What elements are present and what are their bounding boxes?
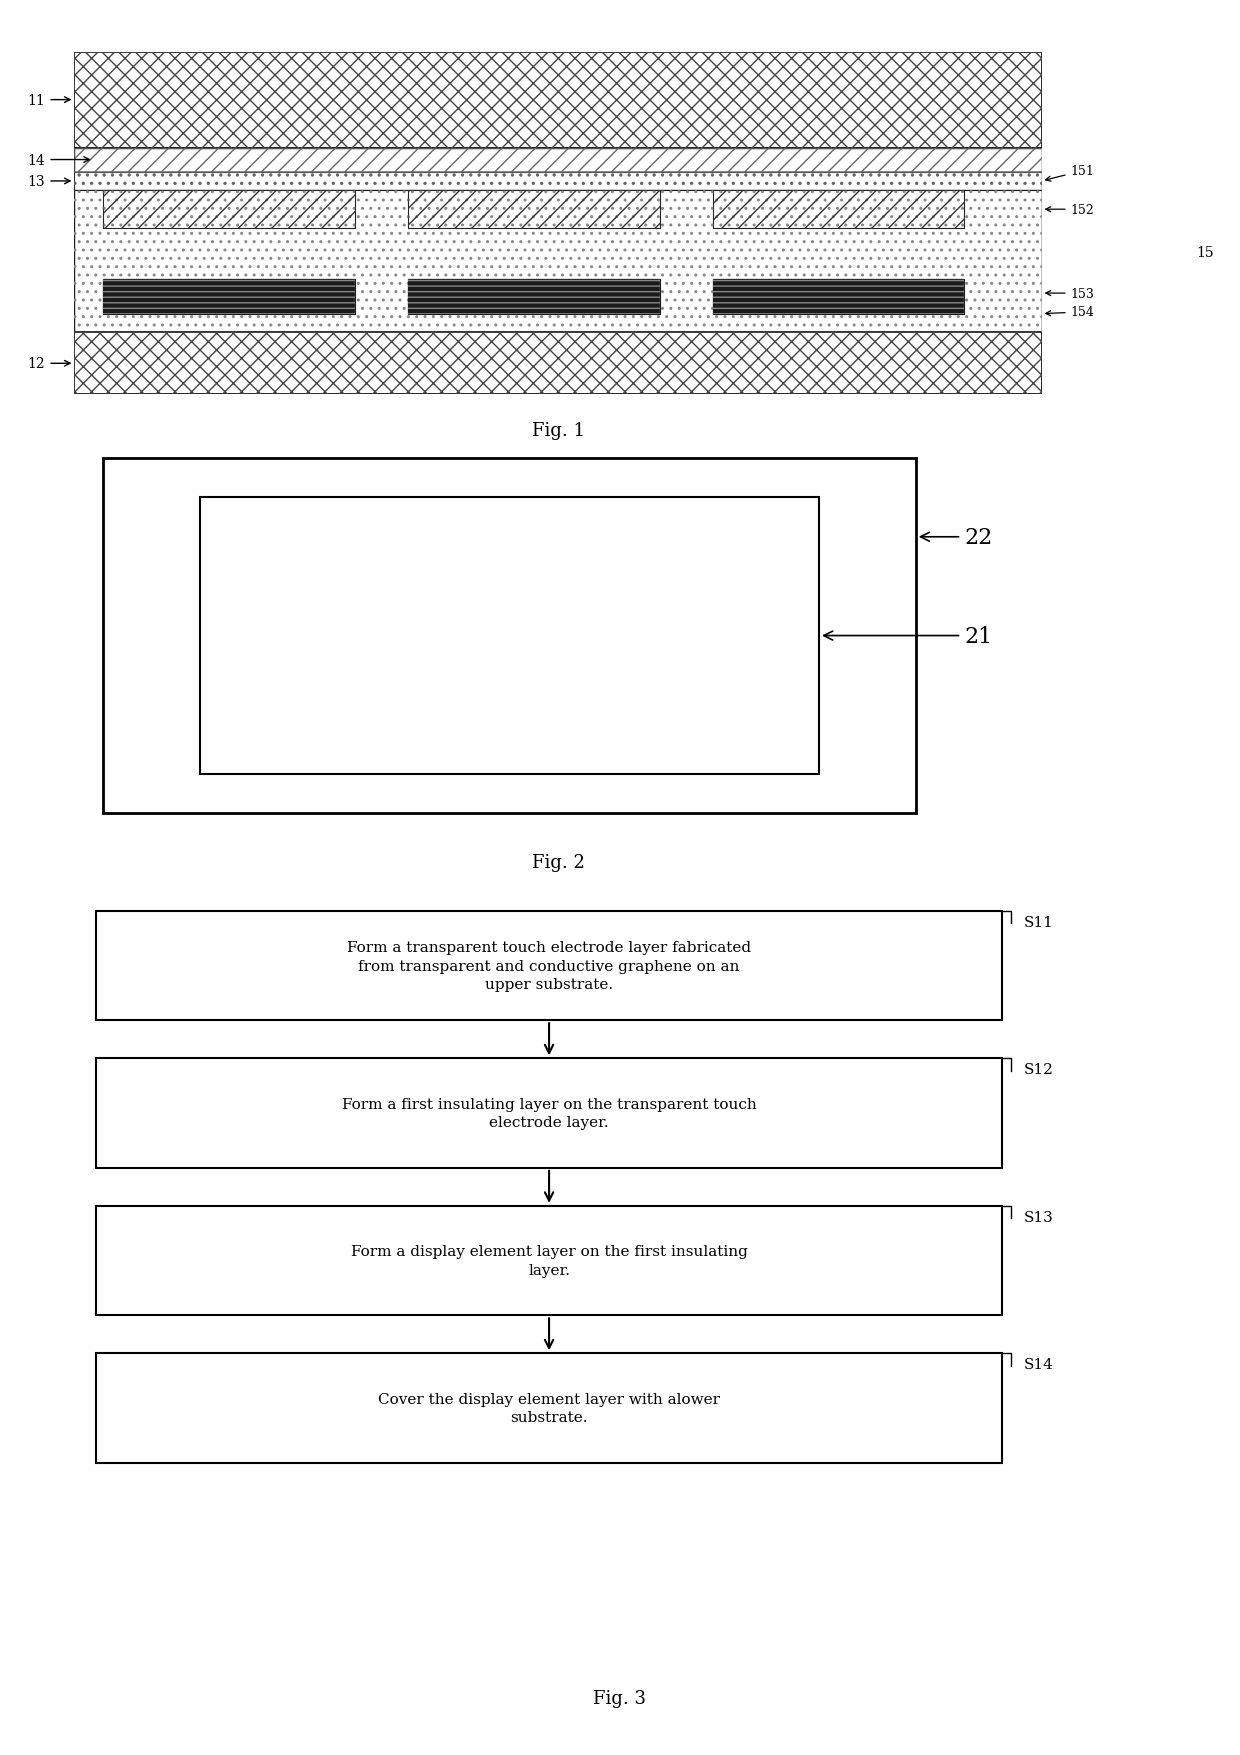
Bar	[103, 191, 355, 228]
Bar	[713, 191, 965, 228]
Text: Fig. 2: Fig. 2	[532, 853, 584, 872]
Bar	[74, 333, 1042, 395]
Bar	[74, 149, 1042, 172]
Text: 153: 153	[1045, 288, 1095, 300]
Text: Form a display element layer on the first insulating
layer.: Form a display element layer on the firs…	[351, 1244, 748, 1278]
Bar	[74, 149, 1042, 172]
Bar	[103, 458, 916, 814]
Text: 151: 151	[1045, 165, 1095, 183]
Bar	[713, 281, 965, 314]
Bar	[408, 281, 660, 314]
Text: Fig. 3: Fig. 3	[594, 1690, 646, 1708]
Text: S14: S14	[1024, 1358, 1054, 1372]
Bar	[74, 333, 1042, 395]
Bar	[103, 281, 355, 314]
Bar	[408, 191, 660, 228]
Bar	[103, 281, 355, 314]
Text: Fig. 1: Fig. 1	[532, 423, 584, 441]
Text: 13: 13	[27, 176, 71, 190]
Bar	[74, 53, 1042, 149]
Text: S12: S12	[1024, 1064, 1054, 1078]
Text: 152: 152	[1045, 204, 1095, 216]
Text: 22: 22	[920, 526, 992, 549]
Bar	[97, 1353, 1002, 1464]
Text: S13: S13	[1024, 1211, 1054, 1225]
Text: 15: 15	[1197, 246, 1214, 260]
Bar	[103, 191, 355, 228]
Text: Form a first insulating layer on the transparent touch
electrode layer.: Form a first insulating layer on the tra…	[342, 1097, 756, 1130]
Bar	[408, 281, 660, 314]
Bar	[74, 172, 1042, 191]
Bar	[713, 191, 965, 228]
Text: Form a transparent touch electrode layer fabricated
from transparent and conduct: Form a transparent touch electrode layer…	[347, 941, 751, 992]
Text: 12: 12	[27, 356, 71, 370]
Bar	[74, 172, 1042, 191]
Bar	[74, 172, 1042, 333]
Bar	[97, 1206, 1002, 1316]
Text: Cover the display element layer with alower
substrate.: Cover the display element layer with alo…	[378, 1392, 720, 1425]
Text: 154: 154	[1045, 305, 1095, 319]
Text: 21: 21	[823, 625, 992, 648]
Bar	[200, 498, 820, 774]
Bar	[74, 172, 1042, 333]
Bar	[713, 281, 965, 314]
Bar	[74, 53, 1042, 149]
Text: 11: 11	[27, 93, 71, 107]
Text: 14: 14	[27, 153, 89, 167]
Bar	[97, 911, 1002, 1021]
Text: S11: S11	[1024, 916, 1054, 930]
Bar	[408, 191, 660, 228]
Bar	[97, 1058, 1002, 1169]
